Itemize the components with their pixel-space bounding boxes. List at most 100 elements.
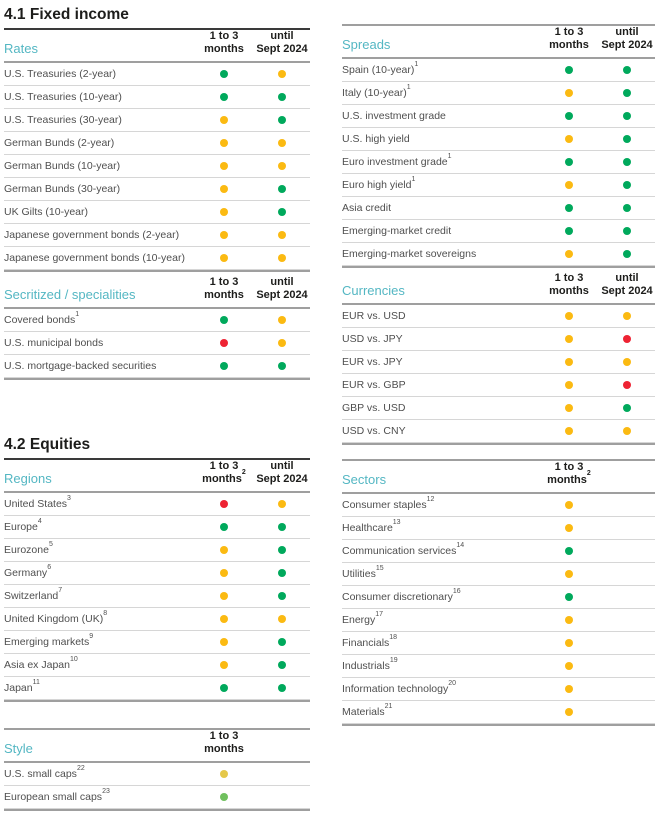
footnote-marker: 22 (76, 764, 85, 772)
rating-cell (539, 501, 599, 509)
rating-cell (254, 592, 310, 600)
column-header-line1: until (615, 272, 639, 284)
row-label: EUR vs. USD (342, 310, 406, 322)
style-column-headers: 1 to 3 months (194, 730, 310, 756)
table-row: German Bunds (30-year) (4, 178, 310, 201)
rating-cell (539, 312, 599, 320)
row-label: USD vs. JPY (342, 333, 403, 345)
green-dot (278, 638, 286, 646)
column-header: 1 to 3 months (539, 272, 599, 298)
rating-cell (194, 231, 254, 239)
table-row: EUR vs. GBP (342, 374, 655, 397)
yellow-dot (565, 662, 573, 670)
footnote-marker: 23 (102, 787, 110, 795)
yellow-dot (565, 501, 573, 509)
row-label: Emerging markets9 (4, 632, 94, 649)
table-row: Eurozone5 (4, 539, 310, 562)
row-label: Japanese government bonds (2-year) (4, 229, 180, 241)
column-header-line2: months (549, 285, 589, 297)
row-label: Emerging-market credit (342, 225, 452, 237)
table-row: Euro investment grade1 (342, 151, 655, 174)
green-dot (220, 93, 228, 101)
green-dot (278, 569, 286, 577)
sectors-table: Sectors 1 to 3 months2 Consumer staples12 He… (342, 459, 655, 726)
table-row: U.S. small caps22 (4, 763, 310, 786)
footnote-marker: 2 (586, 470, 591, 478)
yellow-dot (220, 569, 228, 577)
rates-column-headers: 1 to 3 months until Sept 2024 (194, 30, 310, 56)
footnote-marker: 5 (48, 540, 53, 548)
spreads-table: Spreads 1 to 3 months until Sept 2024 Spain (… (342, 24, 655, 268)
rating-cell (254, 523, 310, 531)
table-row: EUR vs. JPY (342, 351, 655, 374)
green-dot (623, 112, 631, 120)
green-dot (623, 89, 631, 97)
rates-bottom-rule (4, 270, 310, 272)
column-header-line1: 1 to 3 (209, 730, 239, 742)
row-label: Consumer discretionary16 (342, 587, 461, 604)
green-dot (278, 661, 286, 669)
green-dot (623, 227, 631, 235)
green-dot (565, 547, 573, 555)
row-label: Asia ex Japan10 (4, 655, 78, 672)
row-label: Consumer staples12 (342, 495, 435, 512)
column-header-line2: months2 (202, 469, 246, 485)
rating-cell (539, 404, 599, 412)
rating-cell (194, 316, 254, 324)
rating-cell (539, 662, 599, 670)
column-header-line2: Sept 2024 (256, 473, 308, 485)
row-label: Japanese government bonds (10-year) (4, 252, 185, 264)
table-row: Covered bonds1 (4, 309, 310, 332)
table-row: USD vs. CNY (342, 420, 655, 443)
yellow-dot (565, 335, 573, 343)
column-spacer (599, 461, 655, 487)
yellow-dot (623, 427, 631, 435)
rating-cell (194, 684, 254, 692)
row-label: USD vs. CNY (342, 425, 406, 437)
column-header-line1: 1 to 3 (554, 26, 584, 38)
rating-cell (599, 181, 655, 189)
yellow-dot (565, 89, 573, 97)
row-label: EUR vs. GBP (342, 379, 406, 391)
yellow-dot (220, 116, 228, 124)
column-header-line1: until (615, 26, 639, 38)
rating-cell (194, 185, 254, 193)
rating-cell (539, 112, 599, 120)
column-header-line2: months (204, 743, 244, 755)
green-dot (278, 208, 286, 216)
rating-cell (539, 639, 599, 647)
rating-cell (254, 546, 310, 554)
footnote-marker: 1 (411, 175, 416, 183)
green-dot (278, 362, 286, 370)
yellow-dot (278, 139, 286, 147)
green-dot (278, 684, 286, 692)
footnote-marker: 18 (389, 633, 398, 641)
column-header-line1: 1 to 3 (554, 461, 584, 473)
rating-cell (194, 638, 254, 646)
secritized-header-row: Secritized / specialities 1 to 3 months unt… (4, 276, 310, 309)
table-row: U.S. mortgage-backed securities (4, 355, 310, 378)
row-label: Italy (10-year)1 (342, 83, 411, 100)
rating-cell (539, 204, 599, 212)
rating-cell (539, 89, 599, 97)
sectors-column-headers: 1 to 3 months2 (539, 461, 655, 487)
row-label: U.S. investment grade (342, 110, 446, 122)
row-label: Japan11 (4, 678, 40, 695)
yellow-dot (623, 312, 631, 320)
column-spacer (254, 730, 310, 756)
footnote-marker: 12 (426, 495, 435, 503)
green-dot (220, 70, 228, 78)
right-column: Spreads 1 to 3 months until Sept 2024 Spain (… (342, 6, 655, 811)
secritized-column-headers: 1 to 3 months until Sept 2024 (194, 276, 310, 302)
row-label: U.S. high yield (342, 133, 410, 145)
column-header: 1 to 3 months (539, 26, 599, 52)
yellow-dot (565, 427, 573, 435)
column-header: until Sept 2024 (254, 460, 310, 486)
green-dot (278, 185, 286, 193)
rating-cell (254, 70, 310, 78)
column-header-line2: Sept 2024 (256, 43, 308, 55)
footnote-marker: 1 (75, 310, 80, 318)
yellow-dot (565, 524, 573, 532)
yellow-dot (565, 404, 573, 412)
table-row: U.S. investment grade (342, 105, 655, 128)
